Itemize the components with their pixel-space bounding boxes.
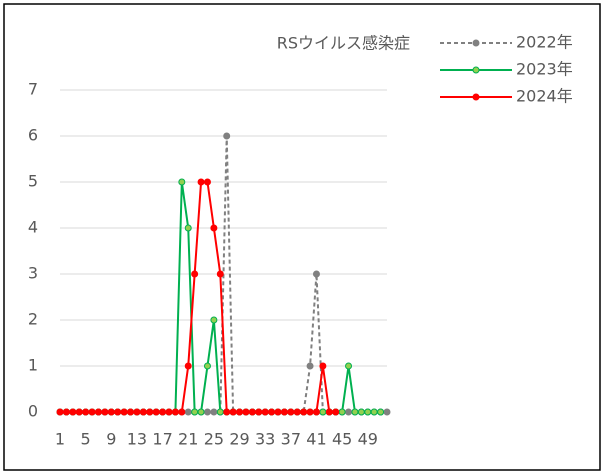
y-tick-label: 3 — [28, 264, 38, 283]
data-point — [178, 178, 186, 186]
data-point — [261, 408, 269, 416]
data-point — [210, 408, 218, 416]
data-point — [364, 408, 372, 416]
data-point — [312, 408, 320, 416]
data-point — [120, 408, 128, 416]
y-tick-label: 1 — [28, 356, 38, 375]
data-point — [165, 408, 173, 416]
chart-border — [3, 3, 601, 471]
y-tick-label: 4 — [28, 218, 38, 237]
legend-label: 2022年 — [516, 33, 573, 52]
data-point — [300, 408, 308, 416]
data-point — [242, 408, 250, 416]
y-tick-label: 5 — [28, 172, 38, 191]
y-tick-label: 2 — [28, 310, 38, 329]
data-point — [377, 408, 385, 416]
data-point — [223, 132, 231, 140]
data-point — [203, 362, 211, 370]
x-tick-label: 9 — [106, 430, 116, 449]
x-tick-label: 25 — [204, 430, 224, 449]
data-point — [338, 408, 346, 416]
x-tick-label: 49 — [358, 430, 378, 449]
data-point — [146, 408, 154, 416]
legend-marker — [472, 93, 480, 101]
data-point — [345, 408, 353, 416]
y-tick-label: 0 — [28, 402, 38, 421]
data-point — [94, 408, 102, 416]
data-point — [191, 408, 199, 416]
data-point — [216, 270, 224, 278]
data-point — [229, 408, 237, 416]
data-point — [312, 270, 320, 278]
data-point — [152, 408, 160, 416]
data-point — [280, 408, 288, 416]
data-point — [114, 408, 122, 416]
data-point — [101, 408, 109, 416]
x-tick-label: 21 — [178, 430, 198, 449]
data-point — [325, 408, 333, 416]
data-point — [56, 408, 64, 416]
data-point — [236, 408, 244, 416]
data-point — [203, 408, 211, 416]
data-point — [178, 408, 186, 416]
data-point — [210, 316, 218, 324]
data-point — [69, 408, 77, 416]
data-point — [370, 408, 378, 416]
x-tick-label: 17 — [152, 430, 172, 449]
x-tick-label: 13 — [127, 430, 147, 449]
data-point — [293, 408, 301, 416]
y-tick-label: 7 — [28, 80, 38, 99]
chart-title: RSウイルス感染症 — [277, 34, 410, 53]
data-point — [203, 178, 211, 186]
data-point — [216, 408, 224, 416]
data-point — [306, 408, 314, 416]
data-point — [357, 408, 365, 416]
data-point — [287, 408, 295, 416]
data-point — [248, 408, 256, 416]
data-point — [133, 408, 141, 416]
data-point — [127, 408, 135, 416]
data-point — [197, 408, 205, 416]
x-tick-label: 29 — [229, 430, 249, 449]
data-point — [351, 408, 359, 416]
data-point — [223, 408, 231, 416]
data-point — [383, 408, 391, 416]
data-point — [319, 362, 327, 370]
data-point — [62, 408, 70, 416]
data-point — [255, 408, 263, 416]
data-point — [210, 224, 218, 232]
data-point — [75, 408, 83, 416]
data-point — [159, 408, 167, 416]
data-point — [82, 408, 90, 416]
y-tick-label: 6 — [28, 126, 38, 145]
data-point — [184, 408, 192, 416]
data-point — [171, 408, 179, 416]
legend-marker — [472, 66, 480, 74]
data-point — [139, 408, 147, 416]
legend-marker — [472, 39, 480, 47]
data-point — [306, 362, 314, 370]
x-tick-label: 45 — [332, 430, 352, 449]
data-point — [319, 408, 327, 416]
legend-label: 2024年 — [516, 87, 573, 106]
data-point — [345, 362, 353, 370]
data-point — [184, 362, 192, 370]
x-tick-label: 33 — [255, 430, 275, 449]
x-tick-label: 5 — [81, 430, 91, 449]
x-tick-label: 1 — [55, 430, 65, 449]
data-point — [88, 408, 96, 416]
data-point — [274, 408, 282, 416]
data-point — [184, 224, 192, 232]
x-tick-label: 41 — [306, 430, 326, 449]
data-point — [191, 270, 199, 278]
data-point — [107, 408, 115, 416]
legend-label: 2023年 — [516, 60, 573, 79]
data-point — [268, 408, 276, 416]
x-tick-label: 37 — [281, 430, 301, 449]
data-point — [197, 178, 205, 186]
data-point — [332, 408, 340, 416]
